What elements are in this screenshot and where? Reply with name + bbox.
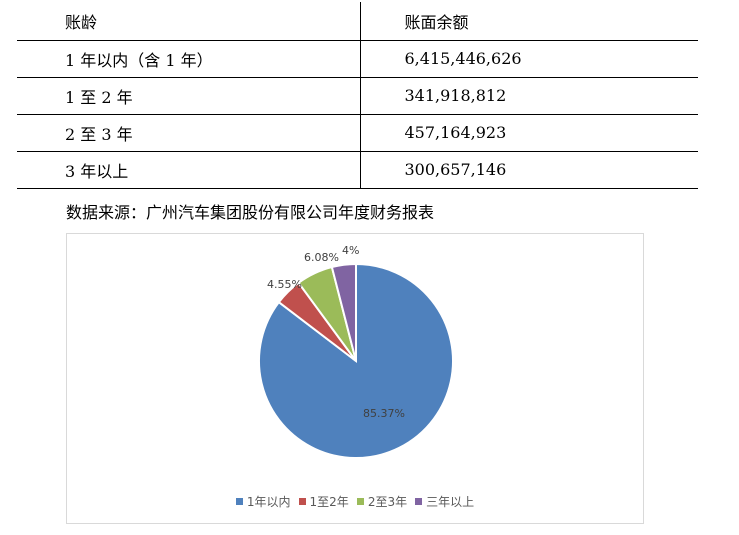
legend-swatch-icon (235, 498, 243, 505)
legend-item-2: 1至2年 (298, 493, 349, 510)
pie-data-label-4: 4% (342, 244, 359, 257)
table-row: 1 至 2 年 341,918,812 (17, 77, 698, 115)
pie-data-label-2: 4.55% (267, 278, 302, 291)
chart-legend: 1年以内 1至2年 2至3年 三年以上 (67, 493, 643, 510)
legend-item-1: 1年以内 (235, 493, 291, 510)
cell-balance: 6,415,446,626 (360, 40, 698, 78)
cell-balance: 341,918,812 (360, 77, 698, 115)
cell-age: 2 至 3 年 (17, 114, 361, 152)
cell-age: 3 年以上 (17, 151, 361, 189)
table-row: 2 至 3 年 457,164,923 (17, 114, 698, 152)
table-row: 3 年以上 300,657,146 (17, 151, 698, 189)
table-header-row: 账龄 账面余额 (17, 2, 698, 41)
legend-label: 三年以上 (426, 495, 475, 509)
pie-data-label-3: 6.08% (304, 251, 339, 264)
cell-balance: 300,657,146 (360, 151, 698, 189)
cell-balance: 457,164,923 (360, 114, 698, 152)
pie-data-label-1: 85.37% (363, 407, 405, 420)
legend-item-4: 三年以上 (415, 493, 474, 510)
pie-slice-4 (330, 262, 357, 362)
legend-label: 2至3年 (367, 495, 408, 509)
legend-label: 1至2年 (309, 495, 349, 509)
pie-chart: 85.37% 4.55% 6.08% 4% 1年以内 1至2年 2至3年 三年以上 (66, 233, 644, 524)
legend-swatch-icon (298, 498, 306, 505)
header-balance: 账面余额 (360, 2, 698, 41)
pie-slice-1 (258, 262, 454, 459)
data-source-note: 数据来源：广州汽车集团股份有限公司年度财务报表 (66, 203, 435, 222)
legend-swatch-icon (356, 498, 364, 505)
cell-age: 1 年以内（含 1 年） (17, 40, 361, 78)
cell-age: 1 至 2 年 (17, 77, 361, 115)
aging-table: 账龄 账面余额 1 年以内（含 1 年） 6,415,446,626 1 至 2… (17, 2, 698, 189)
legend-label: 1年以内 (246, 495, 291, 509)
legend-swatch-icon (415, 498, 423, 505)
legend-item-3: 2至3年 (356, 493, 408, 510)
table-row: 1 年以内（含 1 年） 6,415,446,626 (17, 40, 698, 78)
pie-chart-svg: 85.37% 4.55% 6.08%4% (258, 244, 454, 459)
header-age: 账龄 (17, 2, 361, 41)
